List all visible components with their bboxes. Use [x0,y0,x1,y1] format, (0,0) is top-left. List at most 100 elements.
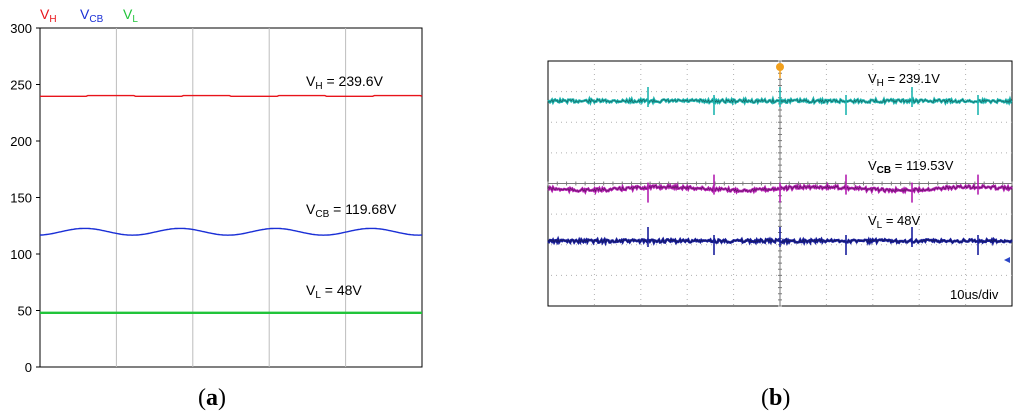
grid-dot [921,91,922,93]
grid-dot [640,94,642,95]
grid-dot [965,254,967,255]
grid-dot [918,209,920,210]
grid-dot [956,91,957,93]
grid-dot [716,121,717,123]
grid-dot [806,121,807,123]
grid-dot [593,274,595,275]
grid-dot [593,234,595,235]
grid-dot [926,152,927,154]
grid-dot [872,219,874,220]
y-tick-label: 300 [10,21,32,36]
grid-dot [931,152,932,154]
grid-dot [956,213,957,215]
grid-dot [872,89,874,90]
grid-dot [891,121,892,123]
grid-dot [1001,213,1002,215]
grid-dot [551,274,552,276]
grid-dot [886,91,887,93]
grid-dot [736,274,737,276]
grid-dot [591,244,592,246]
grid-dot [872,179,874,180]
grid-dot [861,213,862,215]
grid-dot [721,244,722,246]
grid-dot [640,234,642,235]
grid-dot [871,274,872,276]
grid-dot [971,213,972,215]
grid-dot [926,244,927,246]
grid-dot [686,179,688,180]
grid-dot [671,121,672,123]
grid-dot [841,121,842,123]
grid-dot [571,91,572,93]
grid-dot [661,91,662,93]
grid-dot [825,279,827,280]
grid-dot [918,139,920,140]
grid-dot [965,239,967,240]
grid-dot [733,284,735,285]
grid-dot [816,274,817,276]
grid-dot [686,299,688,300]
grid-dot [671,152,672,154]
grid-dot [965,219,967,220]
grid-dot [951,91,952,93]
grid-dot [733,144,735,145]
grid-dot [593,194,595,195]
grid-dot [965,264,967,265]
grid-dot [981,244,982,246]
grid-dot [686,79,688,80]
grid-dot [746,213,747,215]
grid-dot [621,244,622,246]
grid-dot [766,152,767,154]
grid-dot [556,213,557,215]
grid-dot [636,213,637,215]
grid-dot [640,139,642,140]
grid-dot [561,152,562,154]
grid-dot [896,274,897,276]
grid-dot [711,213,712,215]
grid-dot [911,152,912,154]
y-tick-label: 0 [25,360,32,375]
grid-dot [686,64,688,65]
panel-a-plot-area [39,27,423,368]
grid-dot [596,244,597,246]
grid-dot [711,91,712,93]
grid-dot [561,213,562,215]
grid-dot [872,224,874,225]
grid-dot [711,121,712,123]
grid-dot [891,91,892,93]
grid-dot [825,154,827,155]
grid-dot [876,91,877,93]
grid-dot [756,213,757,215]
grid-dot [640,109,642,110]
grid-dot [593,89,595,90]
panel-a-label: (a) [198,385,226,411]
grid-dot [971,91,972,93]
grid-dot [736,244,737,246]
grid-dot [931,213,932,215]
grid-dot [616,152,617,154]
grid-dot [631,213,632,215]
grid-dot [733,199,735,200]
grid-dot [981,274,982,276]
grid-dot [851,274,852,276]
grid-dot [886,274,887,276]
grid-dot [921,152,922,154]
grid-dot [881,213,882,215]
grid-dot [918,294,920,295]
grid-dot [721,91,722,93]
grid-dot [801,91,802,93]
grid-dot [906,274,907,276]
grid-dot [640,249,642,250]
grid-dot [646,152,647,154]
grid-dot [640,164,642,165]
grid-dot [593,164,595,165]
grid-dot [601,152,602,154]
grid-dot [556,121,557,123]
grid-dot [636,91,637,93]
grid-dot [881,274,882,276]
grid-dot [733,154,735,155]
grid-dot [686,199,688,200]
grid-dot [965,259,967,260]
grid-dot [936,244,937,246]
grid-dot [621,213,622,215]
